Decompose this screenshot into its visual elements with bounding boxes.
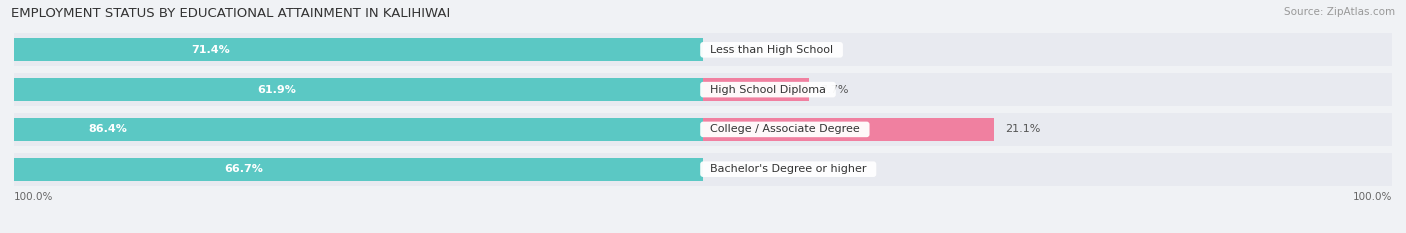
Bar (0, 118, 703, 141)
Text: 0.0%: 0.0% (724, 164, 752, 174)
Text: 61.9%: 61.9% (257, 85, 297, 95)
Text: 0.0%: 0.0% (724, 45, 752, 55)
Bar (0, 158, 703, 181)
Text: 21.1%: 21.1% (1005, 124, 1040, 134)
Text: Bachelor's Degree or higher: Bachelor's Degree or higher (703, 164, 873, 174)
Bar (0, 38, 703, 61)
Bar (703, 78, 808, 101)
Bar (0, 78, 703, 101)
Text: Less than High School: Less than High School (703, 45, 841, 55)
Bar (703, 118, 994, 141)
Text: Source: ZipAtlas.com: Source: ZipAtlas.com (1284, 7, 1395, 17)
Bar (14, 33, 1392, 66)
Bar (14, 73, 1392, 106)
Bar (14, 153, 1392, 186)
Text: 7.7%: 7.7% (820, 85, 849, 95)
Text: 100.0%: 100.0% (1353, 192, 1392, 202)
Text: High School Diploma: High School Diploma (703, 85, 832, 95)
Text: College / Associate Degree: College / Associate Degree (703, 124, 866, 134)
Text: 71.4%: 71.4% (191, 45, 231, 55)
Text: 66.7%: 66.7% (224, 164, 263, 174)
Text: 86.4%: 86.4% (89, 124, 127, 134)
Bar (14, 113, 1392, 146)
Text: 100.0%: 100.0% (14, 192, 53, 202)
Text: EMPLOYMENT STATUS BY EDUCATIONAL ATTAINMENT IN KALIHIWAI: EMPLOYMENT STATUS BY EDUCATIONAL ATTAINM… (11, 7, 450, 20)
